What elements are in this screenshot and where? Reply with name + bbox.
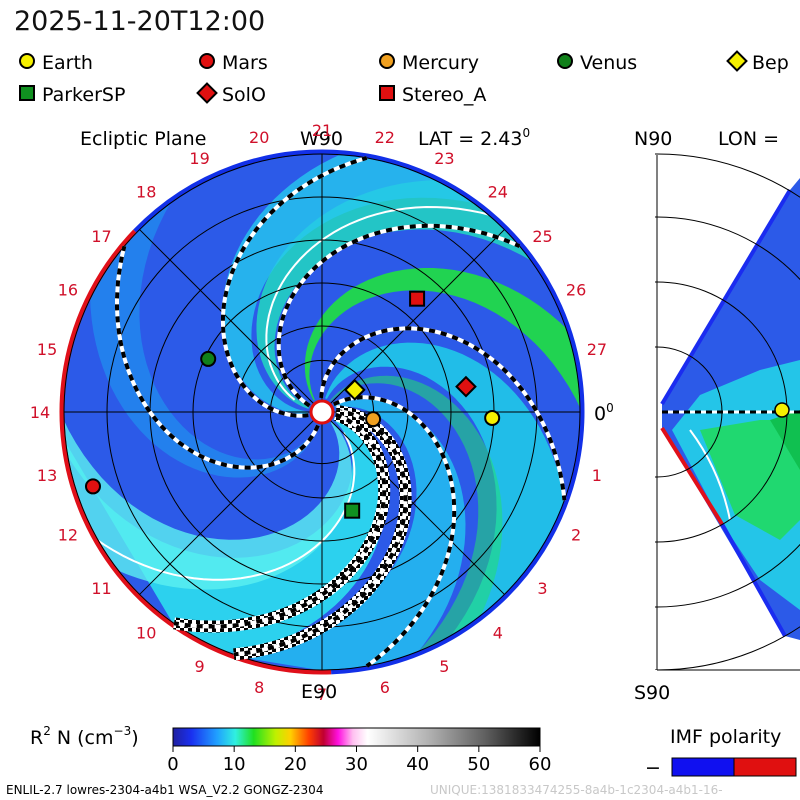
right-panel-bottom-label: S90 xyxy=(634,682,670,704)
right-panel-title-right: LON = xyxy=(718,128,779,150)
carrington-tick-5: 5 xyxy=(439,657,449,676)
carrington-tick-17: 17 xyxy=(91,227,111,246)
carrington-tick-22: 22 xyxy=(375,128,395,147)
colorbar-tick-40: 40 xyxy=(406,754,429,775)
marker-parkersp xyxy=(344,502,361,519)
footer-id: UNIQUE:1381833474255-8a4b-1c2304-a4b1-16… xyxy=(430,783,723,797)
carrington-tick-19: 19 xyxy=(189,149,209,168)
lat-label: LAT = 2.430 xyxy=(418,126,530,150)
carrington-tick-18: 18 xyxy=(136,183,156,202)
legend: Earth Mars Mercury Venus Bep ParkerSP SolO Ster… xyxy=(19,50,789,106)
colorbar xyxy=(172,727,541,747)
footer-model: ENLIL-2.7 lowres-2304-a4b1 WSA_V2.2 GONG… xyxy=(6,783,323,797)
ecliptic-plot: 0123456789101112131415161718192021222324… xyxy=(30,121,607,704)
carrington-tick-6: 6 xyxy=(380,678,390,697)
carrington-tick-25: 25 xyxy=(532,227,552,246)
legend-venus-marker xyxy=(557,53,573,69)
axis-label-top: W90 xyxy=(300,128,343,150)
carrington-tick-1: 1 xyxy=(592,466,602,485)
colorbar-tick-10: 10 xyxy=(223,754,246,775)
carrington-tick-27: 27 xyxy=(587,340,607,359)
carrington-tick-10: 10 xyxy=(136,624,156,643)
carrington-tick-4: 4 xyxy=(493,624,503,643)
marker-stereo_a xyxy=(409,290,426,307)
carrington-tick-21: 21 xyxy=(312,121,332,140)
imf-negative-swatch xyxy=(671,757,735,777)
carrington-tick-8: 8 xyxy=(254,678,264,697)
imf-positive-swatch xyxy=(733,757,797,777)
legend-parkersp-label: ParkerSP xyxy=(42,84,125,106)
imf-minus: − xyxy=(645,757,661,779)
legend-venus-label: Venus xyxy=(580,52,637,74)
colorbar-tick-60: 60 xyxy=(529,754,552,775)
carrington-tick-26: 26 xyxy=(566,281,586,300)
legend-solo-marker xyxy=(196,82,218,104)
carrington-tick-9: 9 xyxy=(195,657,205,676)
legend-earth-label: Earth xyxy=(42,52,93,74)
legend-stereo_a-label: Stereo_A xyxy=(402,84,486,106)
marker-mercury xyxy=(365,411,382,428)
carrington-tick-23: 23 xyxy=(434,149,454,168)
carrington-tick-20: 20 xyxy=(249,128,269,147)
legend-mercury-marker xyxy=(379,53,395,69)
marker-venus xyxy=(200,350,217,367)
legend-mars-label: Mars xyxy=(222,52,268,74)
timestamp: 2025-11-20T12:00 xyxy=(14,6,265,37)
colorbar-tick-0: 0 xyxy=(167,754,178,775)
panel-title: Ecliptic Plane xyxy=(80,128,206,150)
legend-solo-label: SolO xyxy=(222,84,266,106)
carrington-tick-16: 16 xyxy=(58,281,78,300)
colorbar-tick-30: 30 xyxy=(345,754,368,775)
carrington-tick-15: 15 xyxy=(37,340,57,359)
marker-earth xyxy=(484,409,501,426)
carrington-tick-14: 14 xyxy=(30,403,50,422)
sun-icon xyxy=(309,399,335,425)
carrington-tick-2: 2 xyxy=(571,525,581,544)
colorbar-tick-20: 20 xyxy=(284,754,307,775)
legend-bep-label: Bep xyxy=(752,52,789,74)
legend-stereo_a-marker xyxy=(379,85,395,101)
marker-bep xyxy=(343,379,366,401)
legend-mars-marker xyxy=(199,53,215,69)
carrington-tick-12: 12 xyxy=(58,525,78,544)
axis-label-bottom: E90 xyxy=(301,681,337,703)
meridional-plot xyxy=(655,153,800,670)
marker-mars xyxy=(84,478,101,495)
carrington-tick-24: 24 xyxy=(488,183,508,202)
legend-mercury-label: Mercury xyxy=(402,52,479,74)
carrington-tick-13: 13 xyxy=(37,466,57,485)
axis-label-right: 00 xyxy=(594,401,614,425)
right-panel-title-left: N90 xyxy=(634,128,672,150)
imf-label: IMF polarity xyxy=(670,726,781,748)
carrington-tick-3: 3 xyxy=(537,579,547,598)
marker-solo xyxy=(455,375,477,398)
legend-earth-marker xyxy=(19,53,35,69)
legend-bep-marker xyxy=(726,50,748,72)
colorbar-label: R2 N (cm−3) xyxy=(30,724,139,749)
carrington-tick-7: 7 xyxy=(317,685,327,704)
carrington-tick-11: 11 xyxy=(91,579,111,598)
colorbar-tick-50: 50 xyxy=(467,754,490,775)
legend-parkersp-marker xyxy=(19,85,35,101)
